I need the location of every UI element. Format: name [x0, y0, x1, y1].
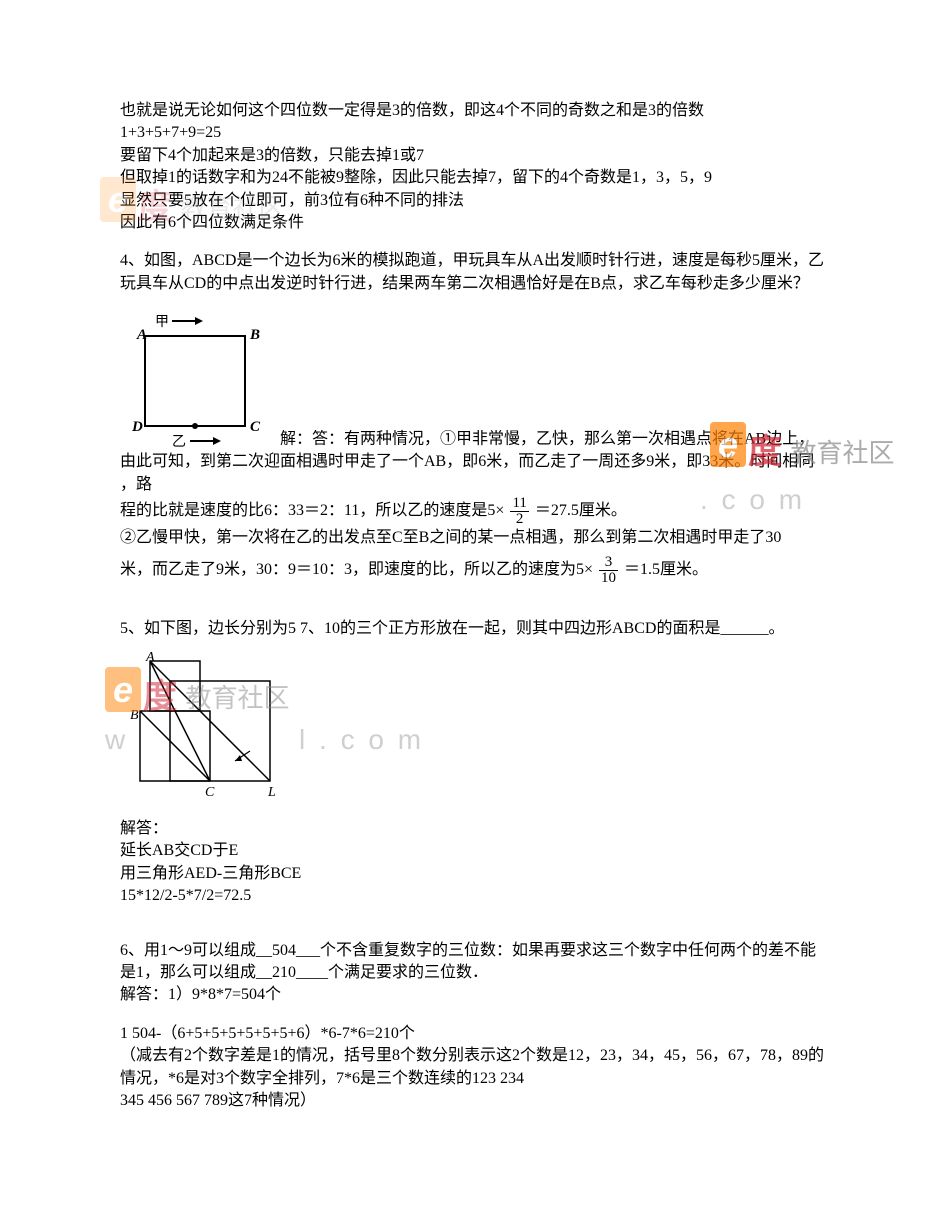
q4-sol-mid: 程的比就是速度的比6：33＝2：11，所以乙的速度是5× 112 ＝27.5厘米…: [120, 496, 830, 527]
intro-line3: 要留下4个加起来是3的倍数，只能去掉1或7: [120, 145, 830, 167]
svg-text:D: D: [131, 419, 143, 435]
svg-text:C: C: [205, 785, 215, 800]
q5-s4: 15*12/2-5*7/2=72.5: [120, 885, 830, 907]
q4-sol-2a: ②乙慢甲快，第一次将在乙的出发点至C至B之间的某一点相遇，那么到第二次相遇时甲走…: [120, 527, 830, 549]
svg-text:B: B: [130, 708, 139, 723]
svg-text:B: B: [249, 327, 260, 343]
q6-s1: 解答：1）9*8*7=504个: [120, 984, 830, 1006]
q6-s2: 1 504-（6+5+5+5+5+5+5+6）*6-7*6=210个: [120, 1023, 830, 1045]
q5-s3: 用三角形AED-三角形BCE: [120, 863, 830, 885]
svg-text:A: A: [136, 327, 147, 343]
q6-s4: 345 456 567 789这7种情况）: [120, 1090, 830, 1112]
q5-diagram: A B C L: [120, 651, 320, 801]
fraction-3-10: 310: [597, 555, 620, 586]
svg-text:甲: 甲: [155, 315, 169, 330]
intro-line5: 显然只要5放在个位即可，前3位有6种不同的排法: [120, 190, 830, 212]
svg-text:C: C: [250, 419, 261, 435]
q5-text: 5、如下图，边长分别为5 7、10的三个正方形放在一起，则其中四边形ABCD的面…: [120, 618, 830, 640]
q4-text: 4、如图，ABCD是一个边长为6米的模拟跑道，甲玩具车从A出发顺时针行进，速度是…: [120, 250, 830, 295]
intro-line2: 1+3+5+7+9=25: [120, 122, 830, 144]
intro-line1: 也就是说无论如何这个四位数一定得是3的倍数，即这4个不同的奇数之和是3的倍数: [120, 100, 830, 122]
q4-diagram: A B C D 甲 乙: [120, 311, 280, 451]
q5-s2: 延长AB交CD于E: [120, 840, 830, 862]
q6-s3: （减去有2个数字差是1的情况，括号里8个数分别表示这2个数是12，23，34，4…: [120, 1045, 830, 1090]
q4-sol-2b: 米，而乙走了9米，30：9＝10：3，即速度的比，所以乙的速度为5× 310 ＝…: [120, 555, 830, 586]
svg-text:乙: 乙: [172, 434, 186, 450]
q6-text: 6、用1～9可以组成__504___个不含重复数字的三位数：如果再要求这三个数字…: [120, 940, 830, 985]
intro-line4: 但取掉1的话数字和为24不能被9整除，因此只能去掉7，留下的4个奇数是1，3，5…: [120, 167, 830, 189]
q5-s1: 解答：: [120, 818, 830, 840]
svg-text:L: L: [267, 785, 276, 800]
intro-line6: 因此有6个四位数满足条件: [120, 212, 830, 234]
svg-text:A: A: [145, 651, 155, 665]
fraction-11-2: 112: [508, 496, 530, 527]
